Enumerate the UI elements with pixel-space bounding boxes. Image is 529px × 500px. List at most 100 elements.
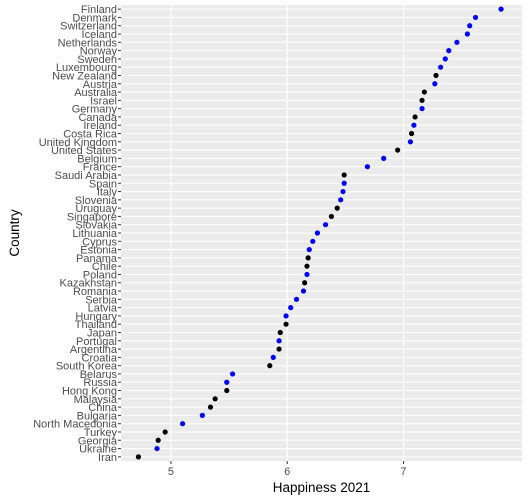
x-tick-label: 6 [284,466,290,478]
x-axis-ticks: 5 6 7 [168,461,407,478]
data-point [283,321,289,327]
data-point [154,445,160,452]
y-tick-label: Cyprus [82,236,117,248]
data-point [364,164,371,170]
y-tick-label: Singapore [67,211,117,223]
y-tick-label: Sweden [77,54,117,66]
data-point [135,454,142,460]
data-point [207,404,214,410]
y-tick-label: France [83,162,117,174]
data-point [305,255,311,261]
data-point [395,147,401,153]
data-point [328,213,334,220]
data-point [229,371,236,377]
y-tick-label: Spain [89,178,117,190]
y-tick-label: Latvia [88,303,118,315]
y-tick-label: China [88,402,118,414]
y-tick-label: South Korea [56,361,118,373]
y-tick-label: Hungary [75,311,117,323]
data-point [341,180,347,186]
y-tick-label: Denmark [72,12,117,24]
data-point [408,130,415,137]
data-point [162,429,168,435]
y-tick-label: Slovakia [75,220,117,232]
data-point [407,139,414,145]
y-tick-label: United States [51,145,118,157]
y-tick-label: Iceland [82,29,117,41]
y-tick-label: Uruguay [75,203,117,215]
data-point [224,387,230,394]
y-tick-label: Saudi Arabia [55,170,118,182]
y-tick-label: Estonia [80,245,118,257]
y-tick-label: Luxembourg [56,62,117,74]
data-point [314,230,321,236]
y-tick-label: Austria [83,79,118,91]
data-point [277,329,283,336]
data-point [270,354,276,360]
x-axis-title: Happiness 2021 [273,480,371,495]
data-point [432,81,438,87]
data-point [438,64,444,70]
y-tick-label: Israel [90,95,117,107]
data-point [446,48,452,54]
data-point [155,437,161,443]
data-point [322,222,329,228]
y-tick-label: Iran [98,452,117,464]
data-point [199,412,205,418]
data-point [419,106,425,112]
data-point [180,421,186,427]
x-tick-label: 7 [400,466,406,478]
data-point [276,346,282,352]
y-tick-label: Slovenia [75,195,118,207]
y-tick-label: North Macedonia [33,419,118,431]
data-point [412,114,418,120]
y-tick-label: Russia [83,377,118,389]
data-points [135,6,504,460]
y-axis-ticks: FinlandDenmarkSwitzerlandIcelandNetherla… [33,4,121,464]
data-point [419,97,425,103]
y-tick-label: Panama [76,253,118,265]
y-tick-label: Argentina [70,344,118,356]
data-point [304,263,310,269]
data-point [467,23,473,29]
y-tick-label: Costa Rica [63,129,118,141]
data-point [334,205,340,211]
y-tick-label: Georgia [78,435,118,447]
y-tick-label: Lithuania [72,228,118,240]
data-point [283,313,289,319]
data-point [302,280,308,286]
y-tick-label: New Zealand [52,70,117,82]
y-tick-label: Italy [97,187,118,199]
data-point [304,271,310,278]
data-point [338,197,344,203]
data-point [276,338,282,344]
y-axis-title: Country [7,209,22,257]
y-tick-label: Portugal [76,336,117,348]
x-tick-label: 5 [168,466,174,478]
data-point [411,122,417,128]
data-point [381,155,387,161]
y-tick-label: Belgium [77,153,117,165]
data-point [300,288,307,294]
data-point [267,363,273,369]
y-tick-label: Croatia [82,352,118,364]
y-tick-label: Poland [83,269,117,281]
y-tick-label: Ukraine [79,444,117,456]
y-tick-label: Norway [80,46,118,58]
y-tick-label: Thailand [75,319,117,331]
data-point [340,188,346,195]
y-tick-label: Japan [87,327,117,339]
data-point [212,396,218,402]
data-point [472,14,479,21]
y-tick-label: Belarus [80,369,118,381]
y-tick-label: Germany [72,104,118,116]
y-tick-label: Hong Kong [62,386,117,398]
y-tick-label: Bulgaria [77,410,118,422]
data-point [306,246,312,253]
data-point [454,39,460,45]
y-tick-label: Canada [78,112,117,124]
data-point [224,379,230,385]
data-point [421,89,427,95]
